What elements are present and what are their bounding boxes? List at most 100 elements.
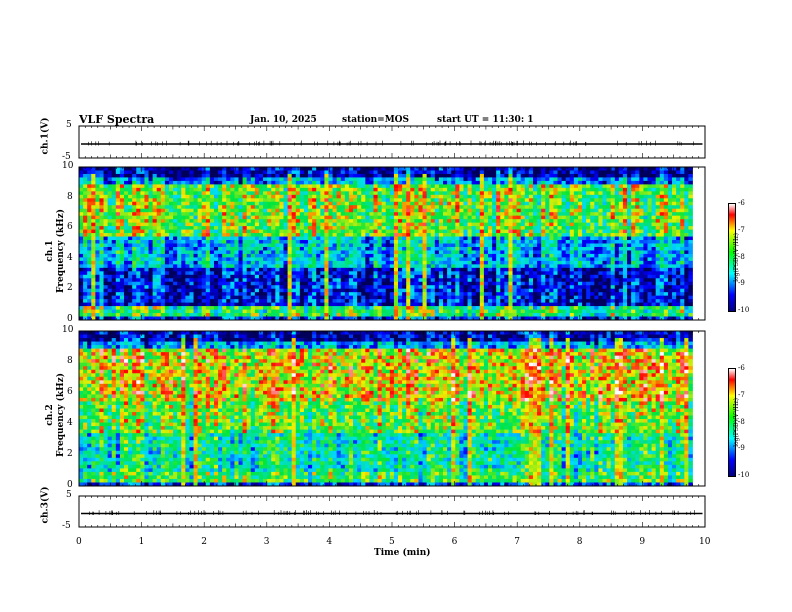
spectrogram-cell [246,191,252,196]
spectrogram-cell [299,264,305,269]
spectrogram-cell [438,201,444,206]
spectrogram-cell [295,257,301,262]
spectrogram-cell [586,233,591,237]
spectrogram-cell [479,246,485,251]
spectrogram-cell [680,233,685,237]
spectrogram-cell [487,243,493,248]
spectrogram-cell [279,177,284,182]
spectrogram-cell [487,167,493,171]
spectrogram-cell [598,198,603,203]
spectrogram-cell [91,257,96,262]
spectrogram-cell [316,240,321,244]
spectrogram-cell [667,180,673,185]
spectrogram-cell [353,264,358,269]
spectrogram-cell [353,271,358,276]
spectrogram-cell [79,260,84,265]
spectrogram-cell [647,180,652,185]
spectrogram-cell [471,257,477,262]
spectrogram-cell [168,170,174,175]
spectrogram-cell [324,170,329,175]
spectrogram-cell [573,208,579,213]
spectrogram-cell [680,215,685,220]
spectrogram-cell [451,233,456,237]
spectrogram-cell [254,184,260,189]
spectrogram-cell [279,198,284,203]
spectrogram-cell [688,180,693,185]
spectrogram-cell [492,229,497,234]
spectrogram-cell [332,240,338,244]
spectrogram-cell [320,187,325,192]
spectrogram-cell [463,236,468,241]
spectrogram-cell [320,233,325,237]
spectrogram-cell [140,260,145,265]
spectrogram-cell [279,180,284,185]
spectrogram-cell [618,198,624,203]
spectrogram-cell [393,226,399,230]
spectrogram-cell [189,243,194,248]
spectrogram-cell [132,236,137,241]
spectrogram-cell [201,187,207,192]
spectrogram-cell [602,271,607,276]
spectrogram-cell [218,212,223,217]
spectrogram-cell [569,208,575,213]
spectrogram-cell [414,246,419,251]
spectrogram-cell [369,253,374,258]
spectrogram-cell [532,250,538,255]
spectrogram-cell [500,198,505,203]
spectrogram-cell [168,250,174,255]
spectrogram-cell [455,253,460,258]
spectrogram-cell [508,180,513,185]
spectrogram-cell [103,274,109,279]
spectrogram-cell [467,194,473,199]
spectrogram-cell [328,243,333,248]
spectrogram-cell [103,222,109,227]
spectrogram-cell [549,260,554,265]
spectrogram-cell [168,215,174,220]
spectrogram-cell [610,205,616,210]
spectrogram-cell [500,229,505,234]
spectrogram-cell [512,184,518,189]
spectrogram-cell [197,222,203,227]
spectrogram-cell [365,229,370,234]
spectrogram-cell [639,257,644,262]
spectrogram-cell [635,184,640,189]
spectrogram-cell [344,201,350,206]
spectrogram-cell [406,170,411,175]
spectrogram-cell [672,236,677,241]
spectrogram-cell [91,267,96,272]
spectrogram-cell [95,208,100,213]
spectrogram-cell [279,167,284,171]
spectrogram-cell [663,184,669,189]
spectrogram-cell [524,201,530,206]
spectrogram-cell [238,187,243,192]
spectrogram-cell [271,250,276,255]
spectrogram-cell [123,236,129,241]
spectrogram-cell [430,257,436,262]
spectrogram-cell [627,215,632,220]
spectrogram-cell [659,194,665,199]
spectrogram-cell [144,173,149,178]
spectrogram-cell [582,170,587,175]
spectrogram-cell [676,240,681,244]
spectrogram-cell [385,233,391,237]
spectrogram-cell [516,212,522,217]
spectrogram-cell [602,233,607,237]
spectrogram-cell [483,187,489,192]
spectrogram-cell [406,222,411,227]
spectrogram-cell [238,246,243,251]
spectrogram-cell [606,253,612,258]
spectrogram-cell [136,233,141,237]
spectrogram-cell [160,240,166,244]
spectrogram-cell [279,236,284,241]
spectrogram-cell [181,187,186,192]
spectrogram-cell [95,233,100,237]
spectrogram-cell [193,208,199,213]
spectrogram-cell [647,222,652,227]
spectrogram-cell [291,267,297,272]
spectrogram-cell [258,167,264,171]
spectrogram-cell [299,260,305,265]
spectrogram-cell [181,184,186,189]
spectrogram-cell [156,219,162,224]
spectrogram-cell [267,250,272,255]
spectrogram-cell [226,167,231,171]
